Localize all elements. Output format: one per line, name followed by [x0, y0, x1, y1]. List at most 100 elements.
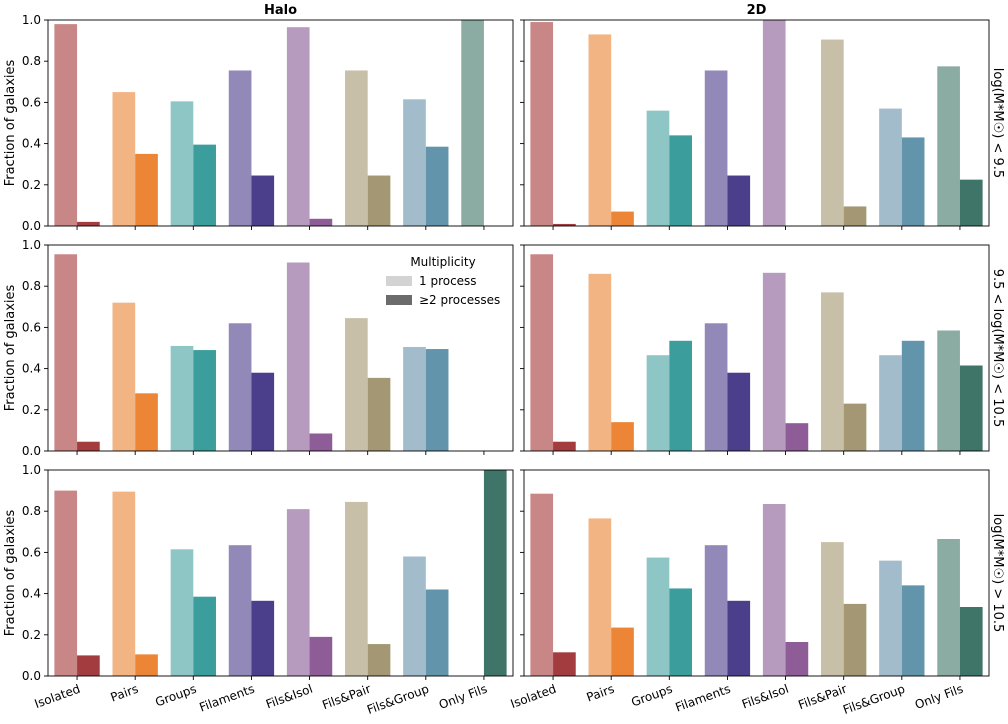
x-tick-label: Only Fils	[437, 682, 489, 712]
bar-multi-process	[425, 349, 449, 451]
legend-swatch-one-process	[386, 276, 412, 286]
x-tick-label: Isolated	[33, 682, 82, 711]
bar-multi-process	[843, 603, 867, 676]
panel-frame	[47, 244, 514, 452]
bar-one-process	[762, 272, 786, 451]
y-tick-label: 0.4	[22, 137, 41, 151]
bar-one-process	[345, 501, 368, 676]
y-tick-label: 0.6	[22, 545, 41, 559]
x-tick-label: Filaments	[197, 682, 256, 715]
bar-multi-process	[251, 600, 275, 676]
bar-multi-process	[843, 206, 867, 226]
bar-one-process	[704, 70, 728, 226]
legend-swatch-multi-process	[386, 295, 412, 305]
bar-one-process	[112, 491, 136, 676]
column-title: 2D	[747, 3, 767, 18]
bar-multi-process	[727, 175, 751, 226]
column-title: Halo	[264, 3, 297, 18]
bar-multi-process	[135, 654, 158, 676]
bar-multi-process	[901, 137, 925, 226]
y-tick-label: 0.6	[22, 95, 41, 109]
bar-one-process	[937, 539, 960, 676]
bar-one-process	[530, 493, 554, 676]
x-tick-label: Pairs	[585, 682, 617, 705]
bar-one-process	[112, 92, 136, 226]
bar-multi-process	[77, 441, 100, 451]
bar-multi-process	[309, 218, 333, 226]
bar-one-process	[345, 318, 368, 451]
bar-one-process	[937, 330, 960, 451]
bar-multi-process	[425, 589, 449, 676]
y-axis-label: Fraction of galaxies	[3, 509, 18, 636]
bar-one-process	[403, 99, 426, 226]
bar-multi-process	[135, 393, 158, 451]
x-tick-label: Fils&Pair	[796, 682, 848, 712]
bar-multi-process	[193, 144, 216, 226]
bar-multi-process	[251, 175, 275, 226]
x-tick-label: Only Fils	[913, 682, 965, 712]
bar-one-process	[54, 254, 78, 451]
bar-multi-process	[611, 211, 634, 226]
bar-one-process	[704, 323, 728, 451]
bar-one-process	[54, 24, 78, 227]
x-tick-label: Isolated	[509, 682, 558, 711]
row-label: log(M*M☉) > 10.5	[990, 514, 1005, 633]
bar-one-process	[821, 292, 844, 451]
bar-one-process	[286, 262, 310, 451]
bar-multi-process	[959, 606, 983, 676]
bar-one-process	[588, 273, 612, 451]
bar-multi-process	[193, 350, 216, 451]
bar-multi-process	[785, 642, 809, 676]
y-tick-label: 1.0	[22, 13, 41, 27]
bar-multi-process	[483, 470, 507, 676]
panel-frame	[523, 19, 990, 227]
y-tick-label: 0.8	[22, 504, 41, 518]
panel-frame	[47, 469, 514, 677]
y-tick-label: 0.4	[22, 362, 41, 376]
bar-multi-process	[611, 422, 634, 451]
bar-one-process	[762, 503, 786, 676]
bar-one-process	[170, 101, 194, 226]
y-tick-label: 0.0	[22, 219, 41, 233]
panel-frame	[523, 469, 990, 677]
bar-multi-process	[901, 585, 925, 676]
bar-multi-process	[193, 596, 216, 676]
x-tick-label: Fils&Isol	[740, 682, 791, 712]
y-tick-label: 0.2	[22, 178, 41, 192]
y-tick-label: 1.0	[22, 238, 41, 252]
bar-multi-process	[309, 636, 333, 676]
bar-multi-process	[959, 365, 983, 451]
bar-one-process	[228, 70, 252, 226]
bar-one-process	[879, 108, 902, 226]
bar-multi-process	[553, 223, 576, 226]
legend-title: Multiplicity	[410, 255, 475, 269]
bar-one-process	[112, 302, 136, 451]
bar-one-process	[286, 509, 310, 676]
legend-label-one-process: 1 process	[419, 274, 477, 288]
y-tick-label: 0.0	[22, 444, 41, 458]
legend-label-multi-process: ≥2 processes	[419, 293, 500, 307]
bar-one-process	[345, 70, 368, 226]
y-tick-label: 0.0	[22, 669, 41, 683]
bar-one-process	[704, 545, 728, 676]
bar-multi-process	[727, 372, 751, 451]
y-tick-label: 0.8	[22, 54, 41, 68]
bar-one-process	[170, 345, 194, 451]
bar-multi-process	[425, 146, 449, 226]
y-axis-label: Fraction of galaxies	[3, 59, 18, 186]
bar-multi-process	[959, 179, 983, 226]
bar-multi-process	[727, 600, 751, 676]
bar-one-process	[762, 20, 786, 226]
row-label: log(M*M☉) < 9.5	[990, 68, 1005, 178]
bar-one-process	[879, 560, 902, 676]
bar-one-process	[530, 254, 554, 451]
bar-multi-process	[553, 652, 576, 676]
bar-multi-process	[553, 441, 576, 451]
y-axis-label: Fraction of galaxies	[3, 284, 18, 411]
y-tick-label: 0.2	[22, 403, 41, 417]
bar-one-process	[286, 27, 310, 227]
y-tick-label: 0.6	[22, 320, 41, 334]
bar-multi-process	[251, 372, 275, 451]
